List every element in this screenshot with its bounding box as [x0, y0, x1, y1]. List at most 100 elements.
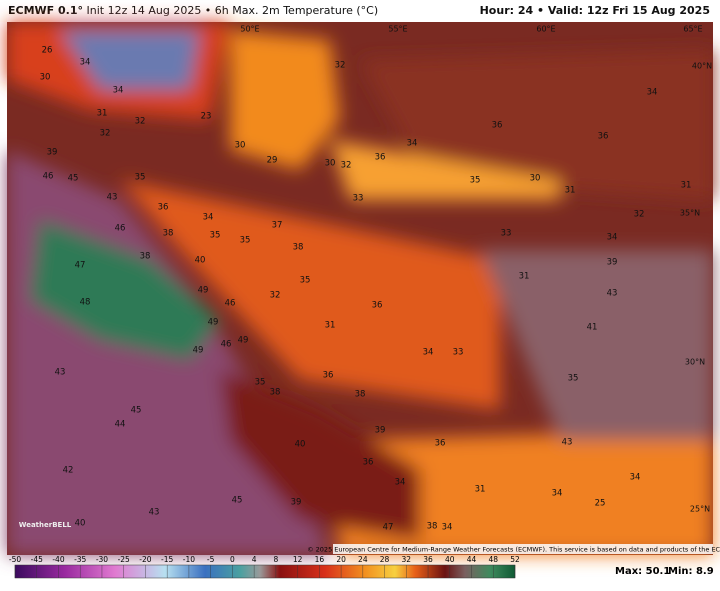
- temp-label: 33: [501, 229, 512, 239]
- temp-label: 34: [407, 139, 418, 149]
- temp-label: 47: [383, 523, 394, 533]
- temp-label: 34: [423, 348, 434, 358]
- temp-label: 36: [372, 301, 383, 311]
- temp-label: 34: [630, 473, 641, 483]
- temp-label: 36: [492, 121, 503, 131]
- map-field: [7, 22, 713, 555]
- temp-label: 37: [272, 221, 283, 231]
- temp-label: 45: [68, 174, 79, 184]
- temp-label: 35: [210, 231, 221, 241]
- colorbar-tick-label: 32: [402, 555, 412, 564]
- temp-label: 46: [225, 299, 236, 309]
- temp-label: 43: [562, 438, 573, 448]
- colorbar-tick-label: 52: [510, 555, 520, 564]
- colorbar-tick-label: 36: [423, 555, 433, 564]
- temp-label: 45: [131, 406, 142, 416]
- temp-label: 32: [634, 210, 645, 220]
- temp-label: 38: [163, 229, 174, 239]
- colorbar-tick-label: 24: [358, 555, 368, 564]
- temp-label: 35: [255, 378, 266, 388]
- temp-label: 30: [40, 73, 51, 83]
- temp-label: 34: [607, 233, 618, 243]
- copyright: © 2025 European Centre for Medium-Range …: [307, 546, 720, 554]
- colorbar-tick-label: 48: [488, 555, 498, 564]
- grid-label: 40°N: [692, 62, 712, 71]
- temp-label: 38: [270, 388, 281, 398]
- temp-label: 36: [323, 371, 334, 381]
- temp-label: 31: [681, 181, 692, 191]
- model: ECMWF 0.1°: [8, 4, 83, 17]
- temp-label: 31: [519, 272, 530, 282]
- temp-label: 45: [232, 496, 243, 506]
- temp-label: 35: [135, 173, 146, 183]
- temp-label: 49: [193, 346, 204, 356]
- temp-label: 31: [475, 485, 486, 495]
- temp-label: 46: [43, 172, 54, 182]
- temp-label: 29: [267, 156, 278, 166]
- temp-label: 38: [140, 252, 151, 262]
- temp-label: 36: [158, 203, 169, 213]
- logo: WeatherBELL: [19, 521, 72, 529]
- grid-label: 30°N: [685, 358, 705, 367]
- temp-label: 23: [201, 112, 212, 122]
- temp-label: 43: [607, 289, 618, 299]
- temp-label: 30: [235, 141, 246, 151]
- colorbar-tick-label: 44: [467, 555, 477, 564]
- colorbar-tick-label: 28: [380, 555, 390, 564]
- temp-label: 38: [427, 522, 438, 532]
- colorbar-tick-label: -20: [139, 555, 151, 564]
- init: Init 12z 14 Aug 2025 • 6h Max. 2m Temper…: [86, 4, 379, 17]
- colorbar-tick-label: 12: [293, 555, 303, 564]
- temp-label: 40: [75, 519, 86, 529]
- valid: Hour: 24 • Valid: 12z Fri 15 Aug 2025: [479, 4, 710, 17]
- temp-label: 43: [107, 193, 118, 203]
- grid-label: 65°E: [683, 25, 702, 34]
- temp-label: 44: [115, 420, 126, 430]
- temp-label: 49: [208, 318, 219, 328]
- temp-label: 33: [353, 194, 364, 204]
- temp-label: 36: [598, 132, 609, 142]
- colorbar-tick-label: 20: [336, 555, 346, 564]
- temp-label: 38: [293, 243, 304, 253]
- temp-label: 36: [435, 439, 446, 449]
- temp-label: 43: [55, 368, 66, 378]
- temp-label: 25: [595, 499, 606, 509]
- temp-label: 35: [470, 176, 481, 186]
- temp-label: 31: [325, 321, 336, 331]
- colorbar-tick-label: 8: [273, 555, 278, 564]
- temp-label: 46: [115, 224, 126, 234]
- grid-label: 60°E: [536, 25, 555, 34]
- temp-label: 32: [270, 291, 281, 301]
- colorbar-tick-label: -45: [31, 555, 43, 564]
- colorbar-tick-label: -10: [183, 555, 195, 564]
- temp-label: 40: [195, 256, 206, 266]
- temp-label: 47: [75, 261, 86, 271]
- temp-label: 39: [607, 258, 618, 268]
- temp-label: 40: [295, 440, 306, 450]
- temp-label: 39: [291, 498, 302, 508]
- colorbar-tick-label: 40: [445, 555, 455, 564]
- temp-label: 31: [97, 109, 108, 119]
- temp-label: 49: [198, 286, 209, 296]
- temp-label: 39: [47, 148, 58, 158]
- temp-label: 33: [453, 348, 464, 358]
- temp-label: 32: [135, 117, 146, 127]
- temp-label: 34: [395, 478, 406, 488]
- temp-label: 26: [42, 46, 53, 56]
- temp-label: 43: [149, 508, 160, 518]
- temp-label: 31: [565, 186, 576, 196]
- colorbar-tick-label: -50: [9, 555, 21, 564]
- temp-label: 49: [238, 336, 249, 346]
- temp-label: 34: [442, 523, 453, 533]
- max: Max: 50.1: [615, 566, 670, 577]
- temp-label: 32: [100, 129, 111, 139]
- colorbar-tick-label: -25: [118, 555, 130, 564]
- temp-label: 34: [552, 489, 563, 499]
- temp-label: 35: [240, 236, 251, 246]
- grid-label: 25°N: [690, 505, 710, 514]
- temp-label: 34: [80, 58, 91, 68]
- temp-label: 39: [375, 426, 386, 436]
- temp-label: 30: [325, 159, 336, 169]
